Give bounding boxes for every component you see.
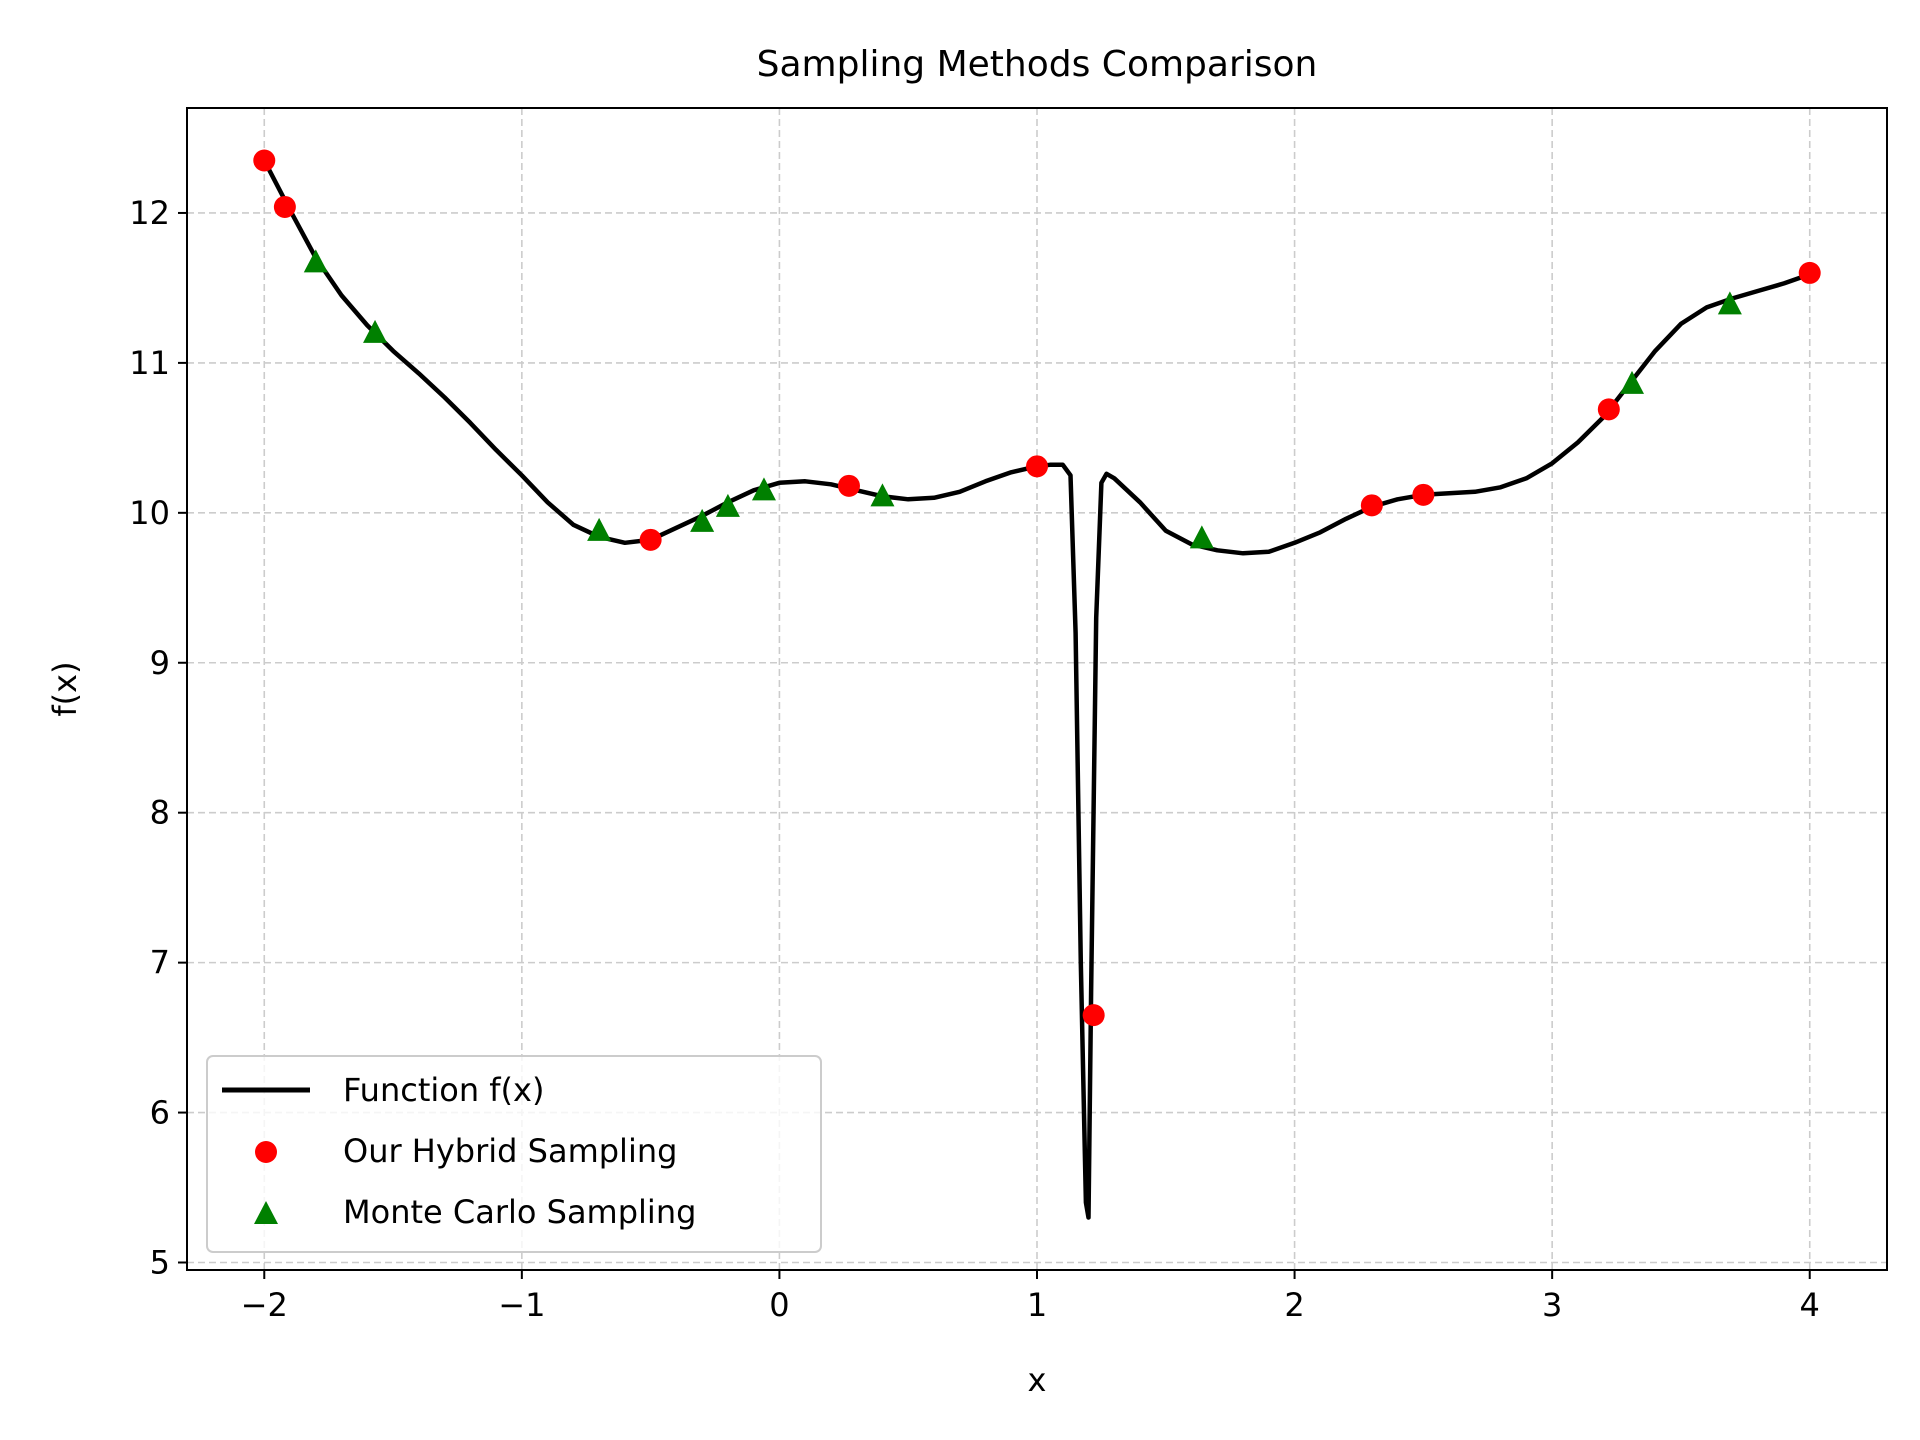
y-tick-label: 9 [150,644,170,682]
y-tick-label: 12 [129,194,170,232]
hybrid-sample-point [639,528,662,551]
y-tick-label: 11 [129,344,170,382]
montecarlo-sample-point [303,249,328,273]
hybrid-sample-point [1412,483,1435,506]
x-tick-label: 0 [769,1286,789,1324]
y-tick-label: 6 [150,1094,170,1132]
function-curve [262,158,1812,1220]
montecarlo-sample-point [1620,370,1644,394]
x-tick-label: 2 [1284,1286,1304,1324]
legend: Function f(x) Our Hybrid Sampling Monte … [206,1055,822,1253]
y-tick-label: 10 [129,494,170,532]
y-tick-label: 7 [150,944,170,982]
legend-triangle-swatch [254,1201,278,1224]
x-tick-label: −2 [241,1286,288,1324]
hybrid-sample-point [1597,398,1620,421]
series-layer [253,149,1821,1220]
grid [187,108,1887,1270]
x-tick-label: 1 [1027,1286,1047,1324]
hybrid-sample-point [273,195,296,218]
x-tick-label: −1 [498,1286,545,1324]
hybrid-sample-point [1026,455,1048,478]
legend-label-function: Function f(x) [343,1071,544,1109]
x-tick-label: 4 [1800,1286,1820,1324]
montecarlo-sample-point [587,517,612,541]
montecarlo-sample-point [363,319,388,343]
montecarlo-sample-point [751,477,776,501]
legend-label-montecarlo: Monte Carlo Sampling [343,1193,696,1231]
legend-box [206,1055,822,1253]
montecarlo-sample-point [1717,291,1742,315]
x-axis-label: x [1028,1361,1047,1399]
hybrid-sample-point [253,149,276,172]
hybrid-sample-point [837,474,860,497]
montecarlo-sample-point [1189,525,1214,549]
montecarlo-sample-point [715,493,740,517]
x-tick-label: 3 [1542,1286,1562,1324]
montecarlo-sample-point [690,508,715,532]
chart-title: Sampling Methods Comparison [757,44,1318,85]
legend-label-hybrid: Our Hybrid Sampling [343,1132,677,1170]
y-tick-label: 5 [150,1244,170,1282]
legend-circle-swatch [255,1141,277,1163]
y-tick-label: 8 [150,794,170,832]
hybrid-sample-point [1798,261,1821,284]
y-axis-label: f(x) [46,661,84,716]
hybrid-sample-point [1082,1004,1105,1027]
hybrid-sample-point [1360,494,1383,517]
montecarlo-sample-point [870,483,895,507]
